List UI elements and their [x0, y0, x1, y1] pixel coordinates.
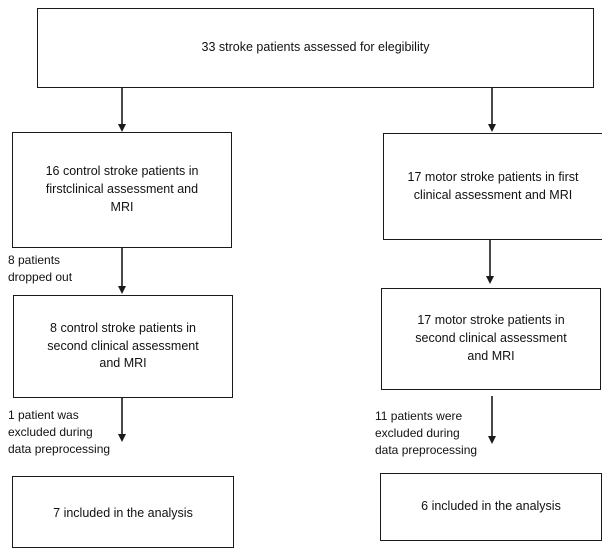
left-second-line: 8 control stroke patients in [50, 320, 196, 335]
left-dropout-note: 8 patients dropped out [8, 252, 72, 286]
left-second-box: 8 control stroke patients in second clin… [13, 295, 233, 398]
left-exclusion-note: 1 patient was excluded during data prepr… [8, 407, 110, 458]
right-final-box: 6 included in the analysis [380, 473, 602, 541]
left-first-text: 16 control stroke patients in firstclini… [46, 163, 199, 216]
right-first-text: 17 motor stroke patients in first clinic… [408, 169, 579, 205]
right-first-line: 17 motor stroke patients in first [407, 169, 579, 184]
top-box-text: 33 stroke patients assessed for elegibil… [201, 40, 430, 55]
right-exclusion-line: data preprocessing [375, 443, 478, 458]
left-first-box: 16 control stroke patients in firstclini… [12, 132, 232, 248]
right-second-text: 17 motor stroke patients in second clini… [415, 312, 566, 365]
left-second-line: and MRI [99, 356, 147, 371]
left-final-text: 7 included in the analysis [53, 506, 193, 520]
left-exclusion-line: data preprocessing [8, 442, 111, 457]
right-first-line: clinical assessment and MRI [413, 187, 573, 202]
left-first-line: 16 control stroke patients in [45, 164, 199, 179]
left-dropout-line: dropped out [8, 270, 73, 285]
left-first-line: firstclinical assessment and [45, 182, 199, 197]
left-final-box: 7 included in the analysis [12, 476, 234, 548]
right-second-box: 17 motor stroke patients in second clini… [381, 288, 601, 390]
left-second-text: 8 control stroke patients in second clin… [47, 320, 198, 373]
right-second-line: and MRI [467, 348, 515, 363]
left-exclusion-line: excluded during [8, 425, 93, 440]
left-first-line: MRI [110, 199, 134, 214]
left-second-line: second clinical assessment [47, 338, 199, 353]
right-second-line: second clinical assessment [415, 331, 567, 346]
left-dropout-line: 8 patients [8, 253, 61, 267]
right-final-text: 6 included in the analysis [421, 499, 561, 514]
right-exclusion-note: 11 patients were excluded during data pr… [375, 408, 477, 459]
top-box: 33 stroke patients assessed for elegibil… [37, 8, 594, 88]
right-first-box: 17 motor stroke patients in first clinic… [383, 133, 602, 240]
left-exclusion-line: 1 patient was [8, 408, 79, 422]
right-exclusion-line: 11 patients were [375, 409, 463, 423]
right-second-line: 17 motor stroke patients in [417, 313, 565, 328]
right-exclusion-line: excluded during [375, 426, 460, 441]
